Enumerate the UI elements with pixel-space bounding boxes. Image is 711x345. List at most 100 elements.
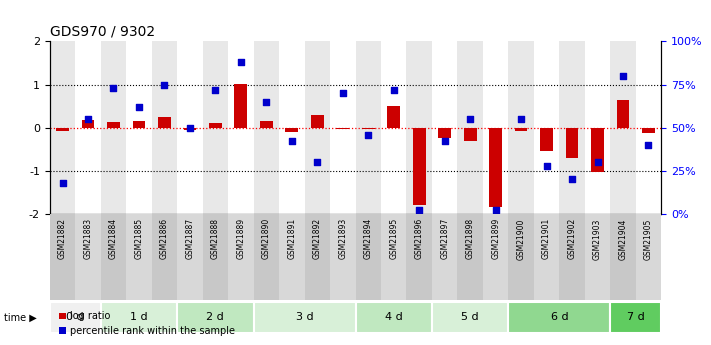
Text: time ▶: time ▶ <box>4 313 36 322</box>
Text: GSM21884: GSM21884 <box>109 218 118 259</box>
Bar <box>127 41 151 214</box>
Bar <box>101 302 177 333</box>
Bar <box>177 41 203 214</box>
Bar <box>330 214 356 300</box>
Text: GSM21890: GSM21890 <box>262 218 271 259</box>
Bar <box>101 41 127 214</box>
Bar <box>50 41 75 214</box>
Bar <box>356 302 432 333</box>
Text: GSM21899: GSM21899 <box>491 218 500 259</box>
Point <box>286 139 297 144</box>
Text: GSM21896: GSM21896 <box>415 218 424 259</box>
Bar <box>209 123 222 128</box>
Bar <box>75 214 101 300</box>
Text: 7 d: 7 d <box>627 313 645 322</box>
Text: GSM21891: GSM21891 <box>287 218 296 259</box>
Bar <box>636 214 661 300</box>
Bar <box>540 128 553 151</box>
Point <box>617 73 629 79</box>
Bar <box>585 41 610 214</box>
Bar <box>285 128 298 132</box>
Text: GSM21903: GSM21903 <box>593 218 602 259</box>
Text: GSM21902: GSM21902 <box>567 218 577 259</box>
Text: GDS970 / 9302: GDS970 / 9302 <box>50 25 155 39</box>
Bar <box>483 41 508 214</box>
Point <box>82 116 94 122</box>
Bar <box>107 122 120 128</box>
Point <box>337 90 348 96</box>
Bar <box>183 128 196 130</box>
Bar <box>203 214 228 300</box>
Bar <box>151 41 177 214</box>
Text: GSM21888: GSM21888 <box>211 218 220 259</box>
Text: 5 d: 5 d <box>461 313 479 322</box>
Bar <box>566 128 579 158</box>
Bar <box>356 214 381 300</box>
Bar <box>508 41 534 214</box>
Point <box>388 87 400 92</box>
Bar <box>560 214 585 300</box>
Text: GSM21885: GSM21885 <box>134 218 144 259</box>
Point <box>133 104 144 110</box>
Point <box>515 116 527 122</box>
Bar <box>75 41 101 214</box>
Bar <box>158 117 171 128</box>
Point <box>261 99 272 105</box>
Bar <box>413 128 426 205</box>
Bar <box>177 214 203 300</box>
Point <box>363 132 374 137</box>
Text: GSM21904: GSM21904 <box>619 218 628 259</box>
Bar <box>457 214 483 300</box>
Bar <box>560 41 585 214</box>
Bar <box>177 302 254 333</box>
Bar <box>50 214 661 300</box>
Text: 4 d: 4 d <box>385 313 402 322</box>
Text: GSM21887: GSM21887 <box>186 218 194 259</box>
Text: GSM21893: GSM21893 <box>338 218 347 259</box>
Legend: log ratio, percentile rank within the sample: log ratio, percentile rank within the sa… <box>55 307 239 340</box>
Bar <box>585 214 610 300</box>
Bar <box>407 214 432 300</box>
Bar <box>508 214 534 300</box>
Point <box>643 142 654 148</box>
Bar <box>642 128 655 133</box>
Bar <box>132 121 145 128</box>
Bar <box>457 41 483 214</box>
Text: GSM21901: GSM21901 <box>542 218 551 259</box>
Text: GSM21892: GSM21892 <box>313 218 322 259</box>
Point <box>541 163 552 168</box>
Bar <box>362 128 375 129</box>
Bar <box>82 120 95 128</box>
Bar <box>228 214 254 300</box>
Text: GSM21894: GSM21894 <box>364 218 373 259</box>
Bar <box>636 41 661 214</box>
Bar <box>151 214 177 300</box>
Bar <box>356 41 381 214</box>
Bar <box>387 106 400 128</box>
Bar <box>50 214 75 300</box>
Text: GSM21886: GSM21886 <box>160 218 169 259</box>
Bar <box>203 41 228 214</box>
Text: 1 d: 1 d <box>130 313 148 322</box>
Bar <box>534 41 560 214</box>
Bar <box>591 128 604 171</box>
Bar <box>432 214 457 300</box>
Bar <box>438 128 451 138</box>
Point <box>108 85 119 91</box>
Bar <box>381 41 407 214</box>
Bar <box>56 128 69 131</box>
Bar <box>311 115 324 128</box>
Bar <box>254 41 279 214</box>
Text: GSM21895: GSM21895 <box>389 218 398 259</box>
Text: GSM21900: GSM21900 <box>517 218 525 259</box>
Bar <box>489 128 502 207</box>
Point <box>311 159 323 165</box>
Point <box>210 87 221 92</box>
Bar <box>616 100 629 128</box>
Bar <box>254 302 356 333</box>
Point <box>57 180 68 186</box>
Bar <box>610 41 636 214</box>
Text: GSM21882: GSM21882 <box>58 218 67 259</box>
Bar <box>508 302 610 333</box>
Point <box>184 125 196 130</box>
